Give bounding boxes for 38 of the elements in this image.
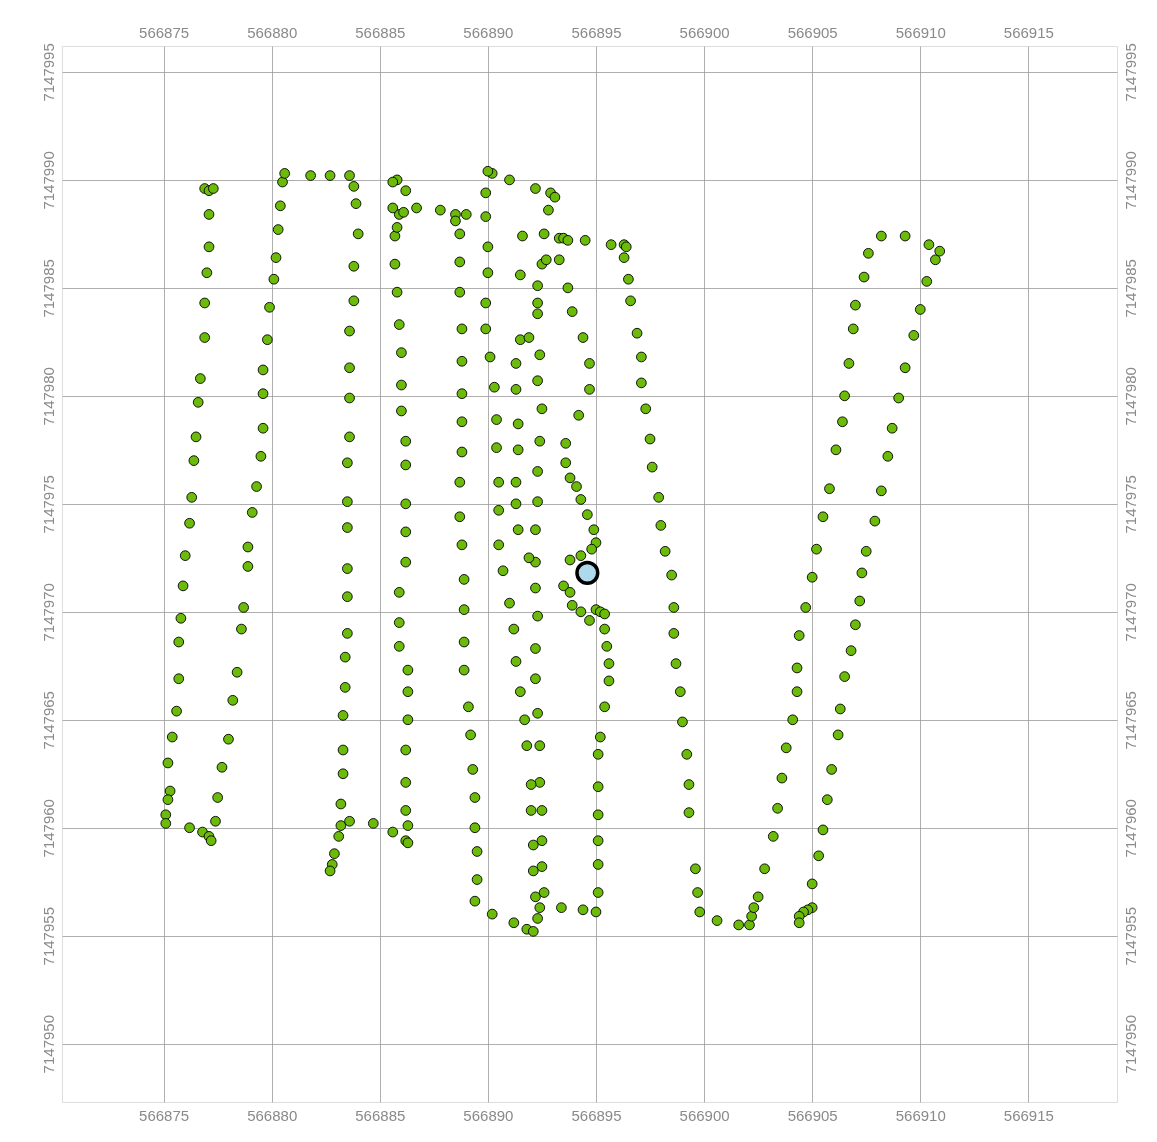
y-tick-label: 7147950 bbox=[39, 1014, 57, 1074]
y-tick-label: 7147985 bbox=[39, 259, 57, 318]
y-tick-label: 7147995 bbox=[39, 43, 57, 102]
y2-tick-label: 7147975 bbox=[1121, 475, 1139, 534]
x-tick-label: 566880 bbox=[247, 1106, 298, 1124]
x2-tick-label: 566890 bbox=[463, 23, 514, 41]
y2-tick-label: 7147950 bbox=[1121, 1014, 1139, 1074]
y2-tick-label: 7147970 bbox=[1121, 583, 1139, 642]
y-tick-label: 7147965 bbox=[39, 691, 57, 750]
y-tick-label: 7147990 bbox=[39, 151, 57, 210]
x-tick-label: 566890 bbox=[463, 1106, 514, 1124]
y2-tick-label: 7147985 bbox=[1121, 259, 1139, 318]
y2-tick-label: 7147955 bbox=[1121, 907, 1139, 966]
x2-tick-label: 566880 bbox=[247, 23, 298, 41]
x-tick-label: 566875 bbox=[139, 1106, 190, 1124]
x2-tick-label: 566905 bbox=[787, 23, 838, 41]
y-tick-label: 7147980 bbox=[39, 367, 57, 426]
x-tick-label: 566905 bbox=[787, 1106, 838, 1124]
y-tick-label: 7147955 bbox=[39, 907, 57, 966]
y2-tick-label: 7147980 bbox=[1121, 367, 1139, 426]
x-tick-label: 566895 bbox=[571, 1106, 622, 1124]
x-tick-label: 566915 bbox=[1003, 1106, 1054, 1124]
x2-tick-label: 566875 bbox=[139, 23, 190, 41]
y2-tick-label: 7147960 bbox=[1121, 799, 1139, 858]
y-tick-label: 7147970 bbox=[39, 583, 57, 642]
x-tick-label: 566900 bbox=[679, 1106, 730, 1124]
y-tick-label: 7147975 bbox=[39, 475, 57, 534]
x2-tick-label: 566910 bbox=[895, 23, 946, 41]
y2-tick-label: 7147965 bbox=[1121, 691, 1139, 750]
x-tick-label: 566885 bbox=[355, 1106, 406, 1124]
x2-tick-label: 566900 bbox=[679, 23, 730, 41]
x2-tick-label: 566885 bbox=[355, 23, 406, 41]
x2-tick-label: 566915 bbox=[1003, 23, 1054, 41]
x-tick-label: 566910 bbox=[895, 1106, 946, 1124]
y-tick-label: 7147960 bbox=[39, 799, 57, 858]
x2-tick-label: 566895 bbox=[571, 23, 622, 41]
y2-tick-label: 7147995 bbox=[1121, 43, 1139, 102]
y2-tick-label: 7147990 bbox=[1121, 151, 1139, 210]
